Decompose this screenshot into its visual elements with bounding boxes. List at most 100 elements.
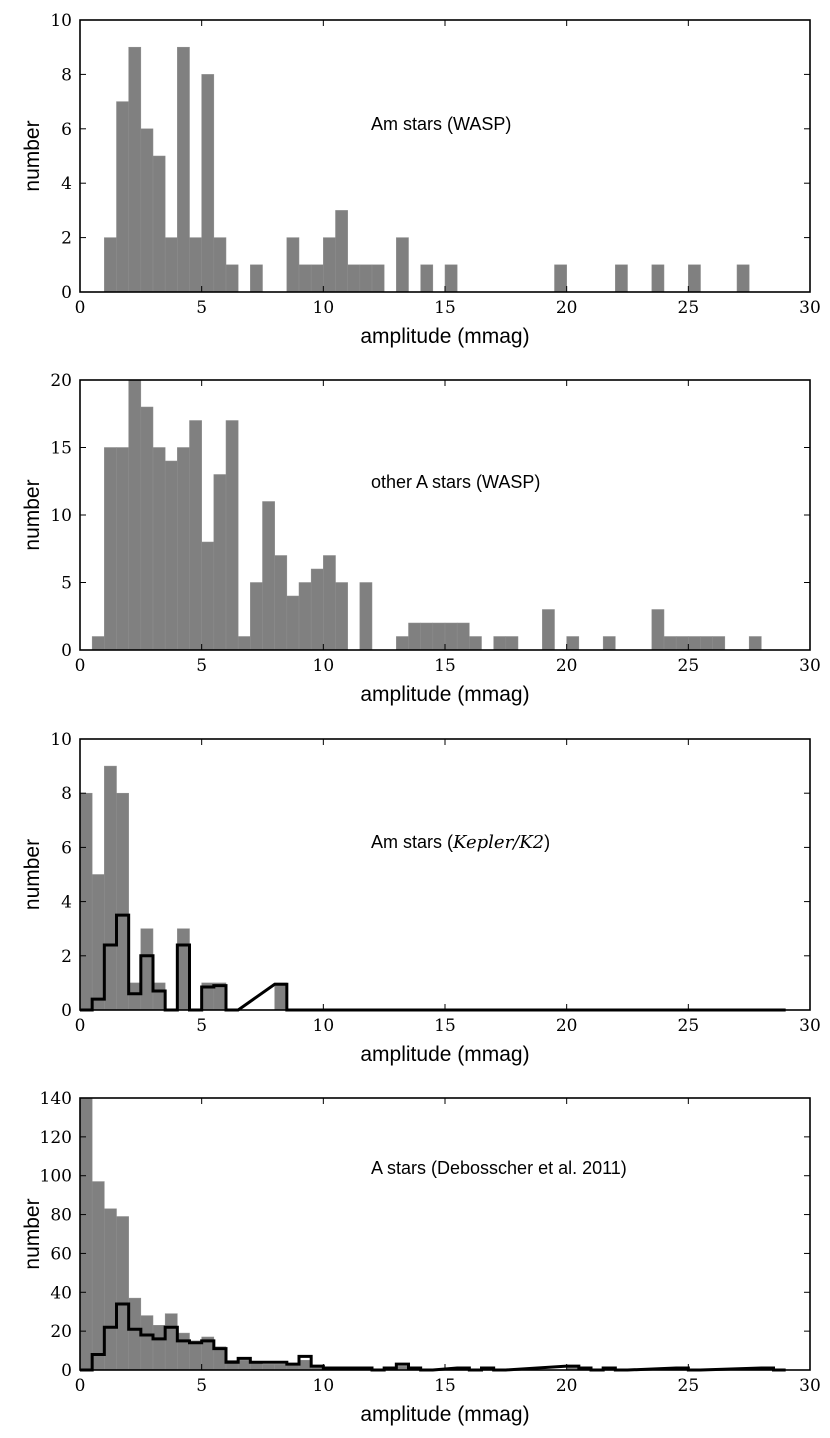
x-tick-label: 10 (313, 298, 335, 318)
x-tick-label: 25 (678, 656, 700, 676)
axes-frame (79, 379, 811, 651)
histogram-bar (152, 447, 166, 651)
x-tick-label: 20 (556, 298, 578, 318)
panel-annotation: other A stars (WASP) (371, 472, 540, 492)
y-axis-label: number (21, 479, 44, 550)
histogram-bar (104, 1208, 117, 1371)
histogram-bar (116, 447, 129, 651)
histogram-bar (420, 264, 434, 293)
histogram-bar (250, 582, 263, 651)
x-tick-label: 15 (434, 298, 456, 318)
histogram-bar (542, 609, 555, 651)
histogram-bar (116, 101, 129, 293)
x-tick-label: 10 (313, 1376, 335, 1396)
histogram-bar (116, 1216, 129, 1371)
x-axis-label: amplitude (mmag) (360, 1043, 529, 1066)
y-tick-label: 0 (61, 1001, 72, 1021)
histogram-bar (335, 582, 348, 651)
histogram-bar (91, 1181, 105, 1371)
x-tick-label: 25 (678, 298, 700, 318)
histogram-bar (128, 379, 142, 651)
histogram-bar (688, 264, 701, 293)
histogram-bar (396, 237, 409, 293)
histogram-bar (91, 874, 105, 1011)
x-tick-label: 30 (799, 1376, 821, 1396)
y-axis-label: number (21, 120, 44, 191)
histogram-panel-1: 0 5 10 15 20 25 30 0 2 4 6 8 10 amplitude (mmag) numbe… (21, 11, 821, 348)
y-tick-label: 2 (61, 947, 72, 967)
histogram-bar (505, 636, 519, 651)
x-tick-label: 25 (678, 1016, 700, 1036)
histogram-bar (712, 636, 726, 651)
x-tick-label: 10 (313, 656, 335, 676)
histogram-bar (310, 264, 324, 293)
axes-frame (79, 1097, 811, 1371)
x-tick-label: 20 (556, 656, 578, 676)
histogram-bar (140, 128, 154, 293)
y-tick-label: 8 (61, 784, 72, 804)
x-tick-label: 30 (799, 656, 821, 676)
histogram-bar (396, 636, 409, 651)
panel-annotation: Am stars (Kepler/K2) (371, 832, 550, 853)
histogram-bar (104, 237, 117, 293)
panel-annotation: A stars (Debosscher et al. 2011) (371, 1158, 627, 1178)
annotation-part: Am stars ( (371, 832, 453, 852)
y-tick-label: 6 (61, 120, 72, 140)
x-axis-label: amplitude (mmag) (360, 683, 529, 706)
histogram-bar (104, 447, 117, 651)
histogram-bar (152, 1325, 166, 1371)
y-tick-label: 15 (50, 439, 72, 459)
y-tick-label: 80 (50, 1206, 72, 1226)
histogram-bar (323, 237, 336, 293)
histogram-bar (152, 982, 166, 1011)
y-tick-label: 120 (40, 1128, 72, 1148)
histogram-bar (347, 264, 361, 293)
histogram-panel-2: 0 5 10 15 20 25 30 0 5 10 15 20 amplitude (mmag) numb… (21, 371, 821, 706)
y-tick-label: 100 (40, 1167, 72, 1187)
x-tick-label: 0 (75, 298, 86, 318)
histogram-bar (675, 636, 689, 651)
y-tick-label: 4 (61, 893, 72, 913)
histogram-bar (201, 541, 215, 651)
x-tick-label: 20 (556, 1376, 578, 1396)
histogram-bar (177, 928, 190, 1011)
y-axis-label: number (21, 839, 44, 910)
histogram-bar (189, 237, 202, 293)
histogram-bar (237, 636, 251, 651)
x-tick-label: 15 (434, 656, 456, 676)
histogram-bar (420, 622, 434, 651)
panel-annotation: Am stars (WASP) (371, 114, 511, 134)
histogram-bar (262, 1363, 275, 1371)
histogram-bar (651, 609, 665, 651)
histogram-bar (250, 264, 263, 293)
histogram-bar (651, 264, 665, 293)
y-tick-label: 60 (50, 1244, 72, 1264)
histogram-bar (444, 264, 458, 293)
histogram-bar (274, 555, 288, 651)
axes-frame (79, 19, 811, 293)
histogram-bar (688, 636, 701, 651)
y-axis-label: number (21, 1198, 44, 1269)
histogram-bar (286, 595, 300, 651)
histogram-panel-4: 0 5 10 15 20 25 30 0 20 40 60 80 100 120 140 amplitude … (21, 1089, 821, 1426)
histogram-bar (140, 928, 154, 1011)
histogram-bar (140, 406, 154, 651)
histogram-bar (116, 792, 129, 1011)
histogram-bar (554, 264, 567, 293)
histogram-bar (359, 582, 373, 651)
histogram-bar (493, 636, 507, 651)
histogram-bar (164, 237, 178, 293)
histogram-bar (213, 474, 227, 651)
x-tick-label: 25 (678, 1376, 700, 1396)
x-tick-label: 5 (196, 298, 207, 318)
histogram-bar (274, 1363, 288, 1371)
histogram-bar (359, 264, 373, 293)
histogram-bar (323, 555, 336, 651)
x-axis-label: amplitude (mmag) (360, 1403, 529, 1426)
x-tick-label: 15 (434, 1016, 456, 1036)
histogram-bar (298, 1360, 312, 1371)
histogram-bar (432, 622, 446, 651)
histogram-bar (189, 420, 202, 651)
histogram-bar (663, 636, 677, 651)
